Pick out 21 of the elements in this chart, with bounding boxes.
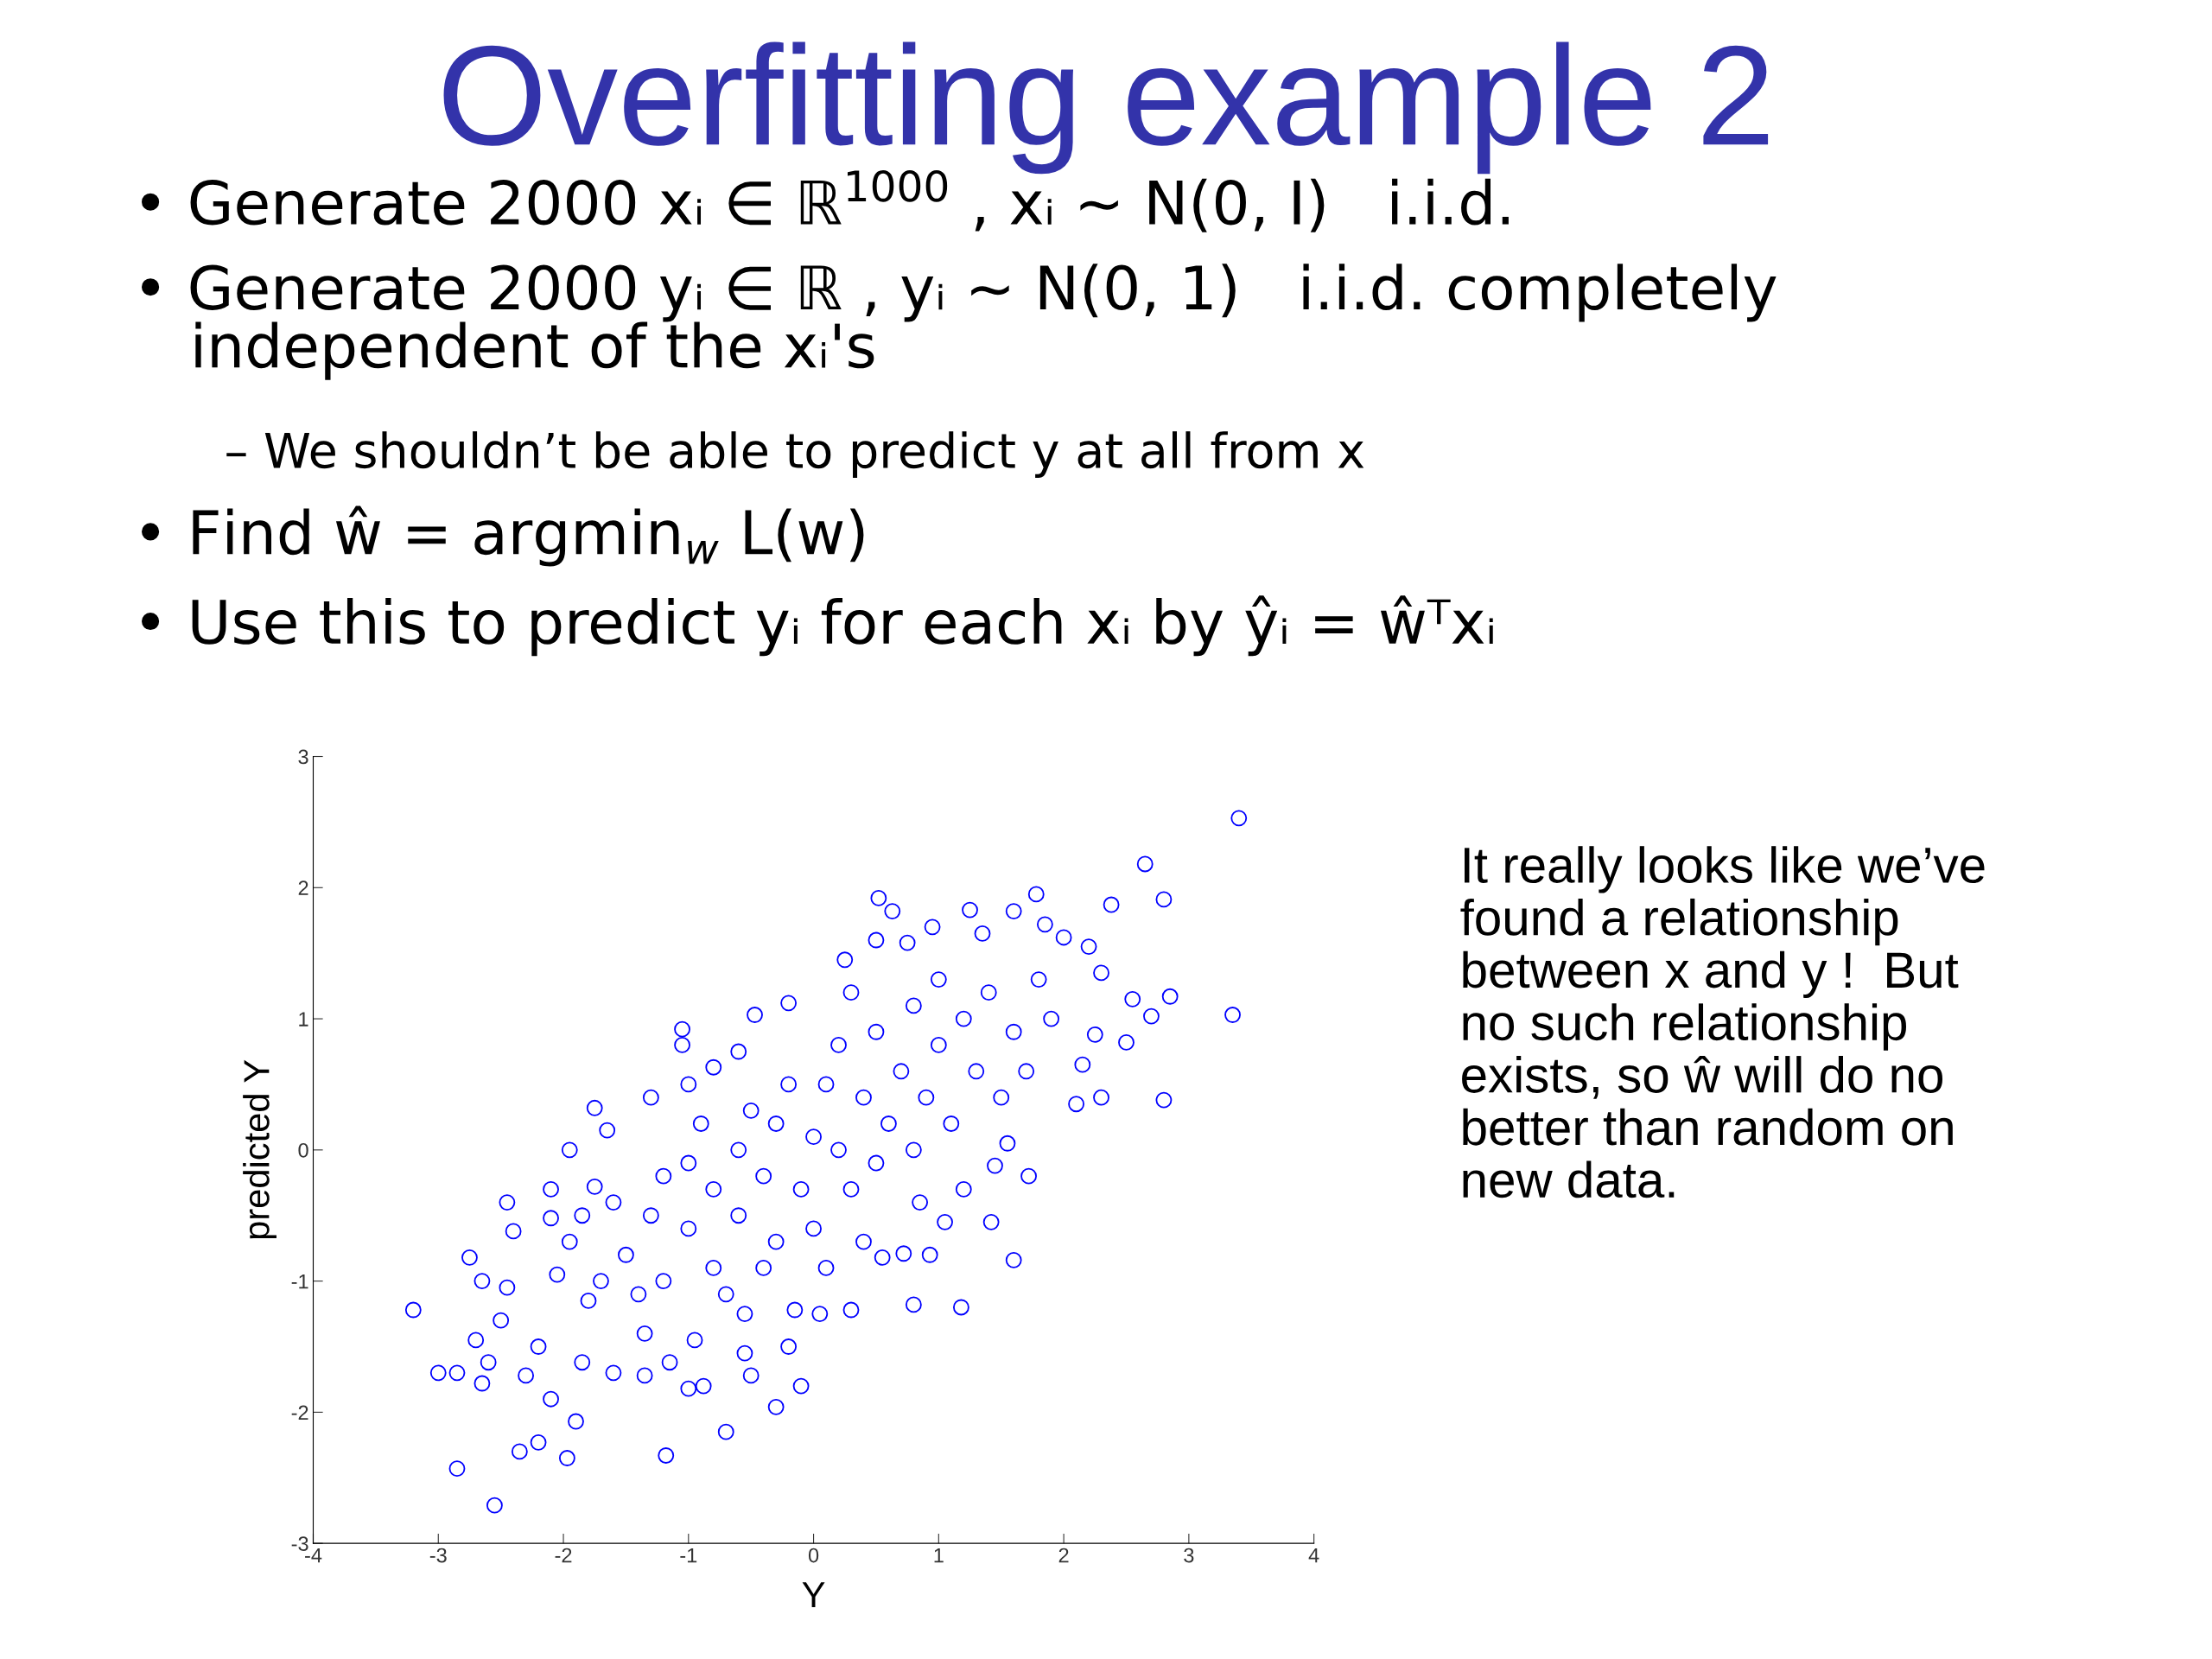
x-tick-label: -3 bbox=[429, 1548, 447, 1563]
x-tick-label: -1 bbox=[680, 1548, 697, 1563]
text: – We shouldn’t be able to predict y at all from x bbox=[226, 431, 1364, 478]
y-tick-label: 3 bbox=[298, 749, 308, 765]
y-tick-label: 2 bbox=[298, 880, 308, 895]
x-tick-label: 2 bbox=[1058, 1548, 1069, 1563]
text: • Use this to predict yᵢ for each xᵢ by ŷᵢ = ŵᵀxᵢ bbox=[142, 595, 1493, 657]
x-tick-label: 3 bbox=[1184, 1548, 1194, 1563]
y-tick-label: -1 bbox=[291, 1274, 308, 1289]
y-tick-label: 1 bbox=[299, 1012, 308, 1027]
y-tick-label: 0 bbox=[298, 1142, 308, 1158]
x-tick-label: 0 bbox=[808, 1548, 819, 1563]
x-tick-label: -2 bbox=[555, 1548, 572, 1563]
x-tick-label: 4 bbox=[1308, 1548, 1319, 1563]
y-tick-label: -2 bbox=[291, 1405, 308, 1420]
text: • Find ŵ = argmin$_{w}$ L(w) bbox=[142, 505, 864, 567]
y-axis-title: predicted Y bbox=[243, 1059, 276, 1239]
text: • Generate 2000 yᵢ ∈ ℝ , yᵢ ~ N(0, 1) i.i.d. completely independent of the xᵢ's bbox=[142, 264, 1777, 380]
x-tick-label: 1 bbox=[934, 1548, 944, 1563]
x-axis-title: Y bbox=[802, 1582, 825, 1607]
text: It really looks like we’ve found a relationship between x and y ! But no such relationship exists, so ŵ will do no better than random on new data. bbox=[1460, 846, 1985, 1198]
